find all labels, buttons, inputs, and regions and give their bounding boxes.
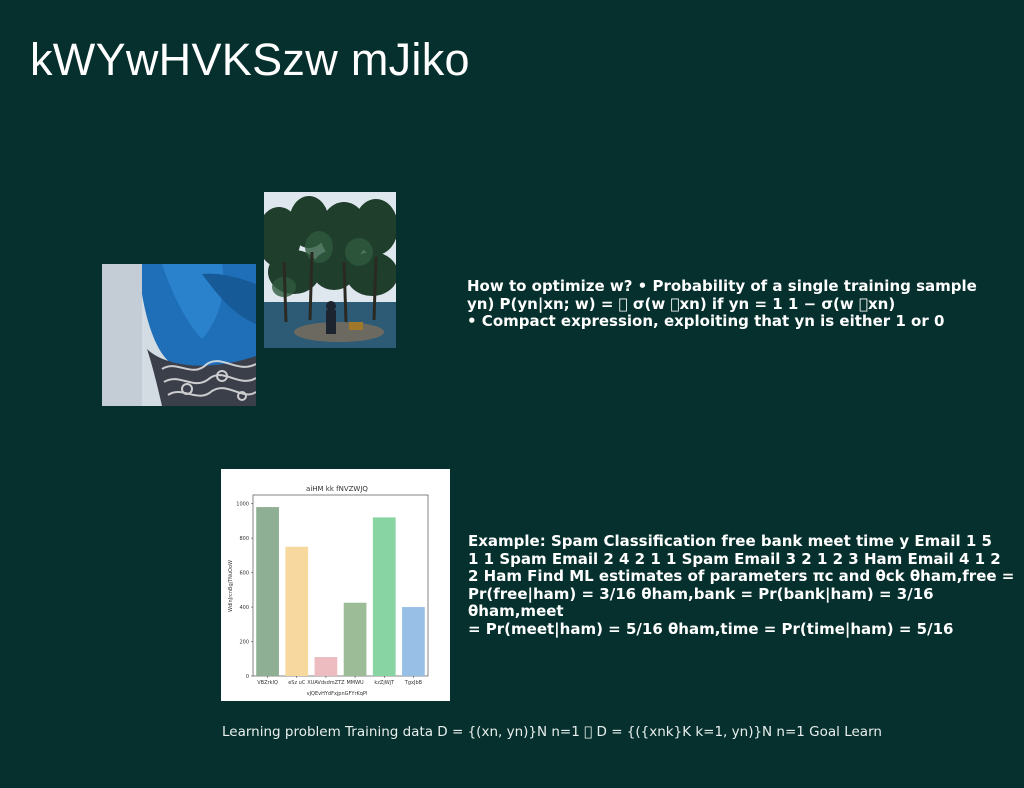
chart-ylabel: WdlnJrcnBgjTNuOoW [228, 560, 234, 612]
bar-esz-uc [285, 546, 309, 676]
chart-xlabel: vJQEvHYdFxjpnGFYrKqPl [307, 691, 368, 697]
chart-bars [256, 507, 425, 676]
bar-vbzrkiq [256, 507, 279, 676]
bar-tgxjbb [402, 607, 425, 676]
bar-chart-svg: aiHM kk fNVZWJQ 0 200 400 600 800 1000 VBZrkIQ… [228, 485, 429, 697]
y-tick-label: 800 [239, 536, 249, 542]
chart-axes [252, 494, 429, 677]
text-block-optimize: How to optimize w? • Probability of a si… [467, 277, 977, 330]
x-tick-label: MMWU [346, 680, 364, 686]
slide-title: kWYwHVKSzw mJiko [30, 34, 470, 85]
x-tick-label: TgxJbB [404, 680, 423, 686]
chart-title: aiHM kk fNVZWJQ [306, 485, 368, 493]
chart-frame [252, 494, 429, 677]
text-block-spam-example: Example: Spam Classification free bank m… [468, 532, 1015, 638]
x-tick-label: XUAVdsdmZTZ [307, 680, 345, 686]
photo-person-blue-scarf [102, 264, 256, 406]
x-tick-label: kzZjWjT [374, 680, 395, 686]
chart-ticks: 0 200 400 600 800 1000 VBZrkIQ eSz uC XUAVdsdmZT… [236, 501, 422, 686]
y-tick-label: 1000 [236, 501, 249, 507]
y-tick-label: 0 [246, 674, 249, 680]
bar-mmwu [343, 602, 367, 676]
y-tick-label: 400 [239, 605, 249, 611]
footer-text: Learning problem Training data D = {(xn,… [222, 724, 882, 740]
x-tick-label: eSz uC [288, 680, 306, 686]
bar-xuavdsdmztz [314, 657, 338, 676]
x-tick-label: VBZrkIQ [257, 680, 278, 686]
photo-trees-park [264, 192, 396, 348]
bar-chart: aiHM kk fNVZWJQ 0 200 400 600 800 1000 VBZrkIQ… [221, 469, 450, 701]
bar-kzzjwjt [372, 517, 396, 676]
y-tick-label: 200 [239, 639, 249, 645]
y-tick-label: 600 [239, 570, 249, 576]
